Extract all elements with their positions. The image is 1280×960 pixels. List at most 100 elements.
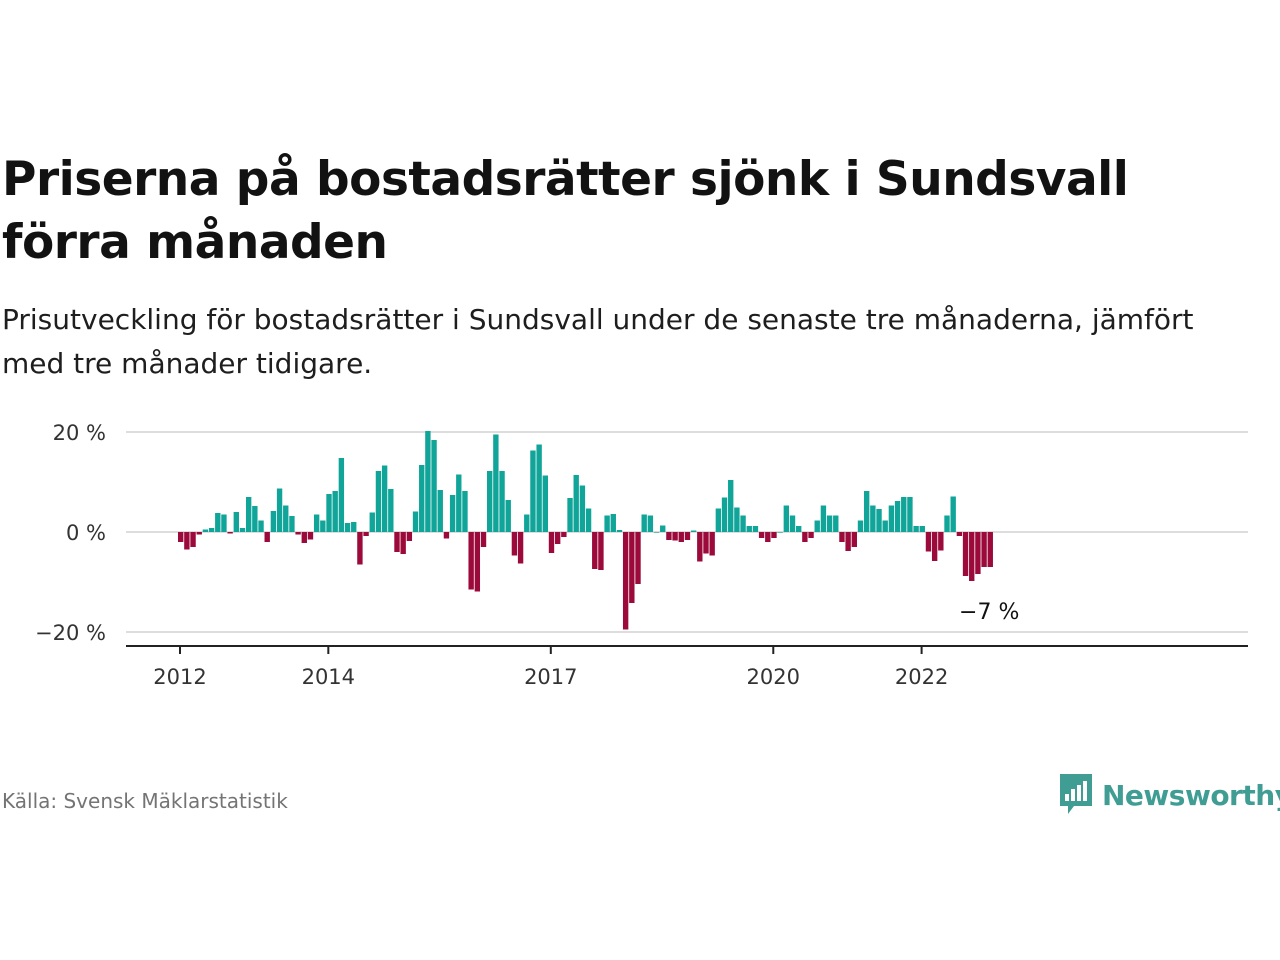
last-value-annotation: −7 % bbox=[959, 600, 1019, 625]
bar bbox=[412, 511, 419, 532]
bar bbox=[666, 532, 672, 540]
bar bbox=[678, 532, 684, 542]
bar bbox=[394, 532, 400, 552]
bar bbox=[542, 475, 548, 532]
bar bbox=[975, 532, 981, 574]
bar bbox=[517, 532, 524, 564]
bar bbox=[462, 491, 468, 532]
bar bbox=[344, 523, 351, 532]
bar bbox=[592, 532, 598, 569]
bar bbox=[307, 532, 314, 540]
bar bbox=[276, 488, 283, 532]
bar bbox=[629, 532, 635, 603]
bar bbox=[270, 511, 277, 532]
labels: 20 % 0 % −20 % 2012 2014 2017 2020 2022 −7 % bbox=[35, 421, 1021, 689]
source-note: Källa: Svensk Mäklarstatistik bbox=[2, 789, 288, 813]
bar bbox=[616, 530, 623, 532]
bar bbox=[456, 474, 462, 532]
bar bbox=[734, 507, 740, 532]
bar bbox=[709, 532, 715, 556]
bar bbox=[425, 431, 431, 532]
bar bbox=[728, 480, 734, 532]
bar bbox=[357, 532, 363, 565]
bar bbox=[962, 532, 969, 576]
bar bbox=[524, 514, 530, 532]
bar bbox=[554, 532, 561, 544]
bar bbox=[845, 532, 851, 551]
newsworthy-logo-icon bbox=[1060, 774, 1092, 814]
bar bbox=[437, 490, 443, 532]
bar bbox=[740, 515, 746, 532]
bar bbox=[499, 471, 505, 532]
bar bbox=[622, 532, 629, 630]
bar bbox=[351, 522, 357, 532]
chart-subtitle: Prisutveckling för bostadsrätter i Sunds… bbox=[2, 303, 1194, 380]
bar bbox=[647, 515, 654, 532]
bar bbox=[573, 475, 579, 532]
bar bbox=[857, 520, 864, 532]
bar bbox=[295, 532, 301, 535]
bar bbox=[635, 532, 641, 584]
bar bbox=[215, 513, 221, 532]
bar-chart: 20 % 0 % −20 % 2012 2014 2017 2020 2022 −7 % bbox=[35, 421, 1248, 689]
bar bbox=[196, 532, 202, 535]
bar bbox=[283, 505, 289, 532]
axes bbox=[126, 645, 1248, 654]
bar bbox=[944, 515, 950, 532]
bar bbox=[660, 525, 666, 532]
bar bbox=[431, 440, 437, 532]
bar bbox=[252, 506, 258, 532]
y-tick-label: −20 % bbox=[35, 621, 106, 645]
bar bbox=[536, 444, 542, 532]
bar bbox=[338, 458, 345, 532]
bar bbox=[987, 532, 993, 567]
bar bbox=[487, 471, 493, 532]
bar bbox=[703, 532, 709, 554]
bar bbox=[548, 532, 555, 553]
bar bbox=[789, 515, 796, 532]
bar bbox=[715, 508, 722, 532]
bar bbox=[289, 516, 295, 532]
bar bbox=[777, 532, 783, 533]
bar bbox=[901, 497, 907, 532]
bar bbox=[178, 532, 184, 542]
bar bbox=[826, 515, 833, 532]
bar bbox=[326, 494, 332, 532]
bar bbox=[245, 497, 252, 532]
y-tick-label: 0 % bbox=[66, 521, 106, 545]
bar bbox=[369, 512, 375, 532]
bar bbox=[950, 496, 956, 532]
bar bbox=[474, 532, 481, 592]
bar bbox=[505, 500, 511, 532]
bar bbox=[511, 532, 518, 556]
bar bbox=[684, 532, 691, 540]
bar bbox=[449, 495, 456, 532]
bar bbox=[672, 532, 678, 541]
bar bbox=[264, 532, 270, 542]
bar bbox=[931, 532, 938, 561]
bar bbox=[400, 532, 406, 554]
bar bbox=[913, 526, 919, 532]
bar bbox=[907, 497, 913, 532]
bar bbox=[468, 532, 474, 590]
bar bbox=[697, 532, 703, 562]
bar bbox=[721, 497, 728, 532]
bar bbox=[313, 514, 320, 532]
bar bbox=[894, 501, 901, 532]
bar bbox=[981, 532, 987, 567]
bar bbox=[375, 471, 382, 532]
bar bbox=[919, 526, 925, 532]
bar bbox=[746, 526, 752, 532]
bar bbox=[814, 520, 820, 532]
bar bbox=[202, 529, 209, 532]
bar bbox=[938, 532, 944, 551]
bar bbox=[406, 532, 413, 541]
bars bbox=[178, 431, 993, 630]
bar bbox=[388, 489, 394, 532]
bar bbox=[653, 532, 660, 533]
bar bbox=[480, 532, 487, 547]
bar bbox=[443, 532, 450, 539]
bar bbox=[208, 528, 215, 532]
bar bbox=[585, 508, 592, 532]
bar bbox=[956, 532, 963, 536]
